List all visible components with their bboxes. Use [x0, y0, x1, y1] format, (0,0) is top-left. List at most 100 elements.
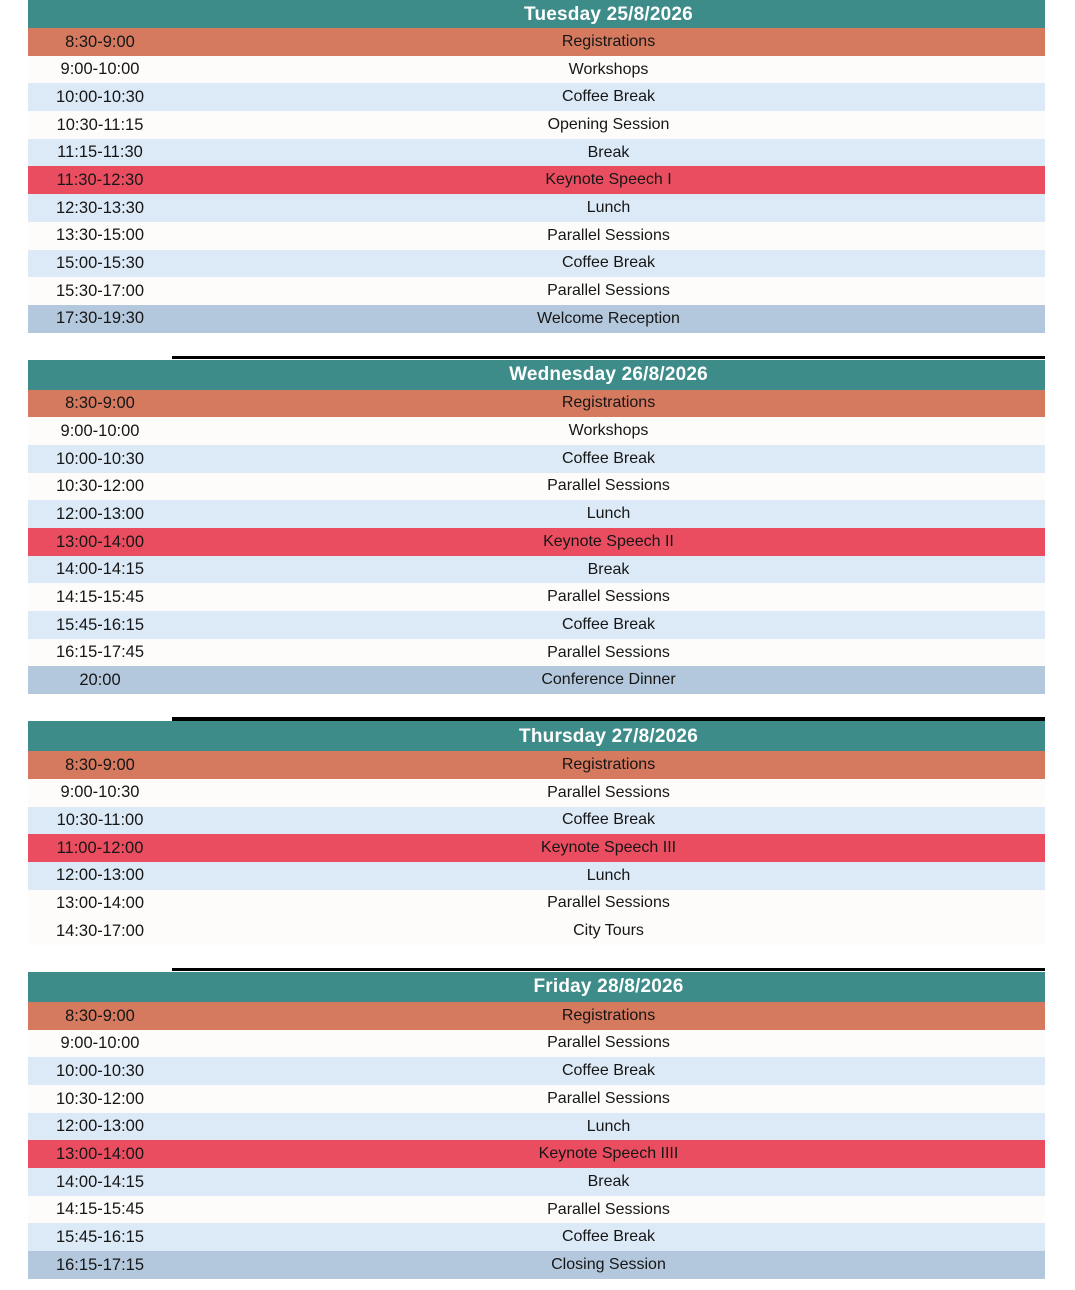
schedule-row: 13:30-15:00 Parallel Sessions [28, 221, 1045, 250]
event-cell: Workshops [568, 61, 649, 78]
schedule-row: 16:15-17:45 Parallel Sessions [28, 638, 1045, 667]
schedule-row: 10:00-10:30 Coffee Break [28, 83, 1045, 112]
time-cell: 13:00-14:00 [55, 1145, 145, 1163]
schedule-row: 10:00-10:30 Coffee Break [28, 444, 1045, 473]
time-cell: 11:15-11:30 [57, 144, 143, 161]
schedule-row: 9:00-10:00 Workshops [28, 55, 1045, 84]
schedule-row: 13:00-14:00 Keynote Speech IIII [28, 1140, 1045, 1169]
section-divider-line [172, 717, 1045, 721]
event-cell: Registrations [561, 756, 656, 773]
time-cell: 14:30-17:00 [55, 922, 145, 940]
time-cell: 10:00-10:30 [55, 450, 145, 468]
event-cell: Parallel Sessions [547, 478, 670, 495]
day-section-tuesday: Tuesday 25/8/2026 8:30-9:00 Registrations 9… [28, 0, 1045, 333]
time-cell: 15:00-15:30 [55, 255, 145, 272]
schedule-row: 20:00 Conference Dinner [28, 666, 1045, 695]
time-cell: 11:00-12:00 [56, 839, 144, 857]
schedule-row: 15:45-16:15 Coffee Break [28, 611, 1045, 639]
event-cell: Parallel Sessions [547, 1035, 670, 1052]
event-cell: Lunch [586, 506, 631, 523]
schedule-row: 9:00-10:30 Parallel Sessions [28, 778, 1045, 807]
time-cell: 14:15-15:45 [55, 1201, 145, 1218]
event-cell: Coffee Break [561, 255, 656, 272]
schedule-row: 14:15-15:45 Parallel Sessions [28, 1195, 1045, 1224]
schedule-row: 15:30-17:00 Parallel Sessions [28, 277, 1045, 305]
day-title: Tuesday 25/8/2026 [524, 3, 693, 25]
time-cell: 12:00-13:00 [55, 867, 145, 884]
time-cell: 16:15-17:45 [55, 644, 145, 661]
schedule-row: 14:00-14:15 Break [28, 1168, 1045, 1196]
day-header-time-spacer [28, 0, 172, 28]
time-cell: 13:30-15:00 [55, 227, 145, 244]
event-cell: Parallel Sessions [547, 784, 670, 801]
day-title: Thursday 27/8/2026 [519, 725, 698, 747]
section-divider-line [172, 355, 1045, 360]
day-section-thursday: Thursday 27/8/2026 8:30-9:00 Registrations… [28, 717, 1045, 945]
event-cell: Parallel Sessions [547, 1201, 670, 1218]
event-cell: Coffee Break [561, 1063, 656, 1080]
conference-schedule-table: Tuesday 25/8/2026 8:30-9:00 Registrations 9… [28, 0, 1045, 1279]
time-cell: 12:00-13:00 [55, 1118, 145, 1135]
event-cell: Parallel Sessions [547, 589, 670, 606]
event-cell: Workshops [568, 423, 649, 440]
time-cell: 9:00-10:00 [60, 1035, 140, 1052]
schedule-row: 14:00-14:15 Break [28, 555, 1045, 584]
event-cell: Welcome Reception [537, 310, 680, 327]
schedule-row: 11:15-11:30 Break [28, 138, 1045, 167]
time-cell: 13:00-14:00 [55, 895, 145, 912]
event-cell: Parallel Sessions [547, 895, 670, 912]
day-header-time-spacer [28, 721, 172, 751]
event-cell: City Tours [573, 923, 644, 940]
day-title: Wednesday 26/8/2026 [509, 364, 708, 386]
time-cell: 8:30-9:00 [65, 33, 135, 51]
event-cell: Lunch [586, 867, 631, 884]
event-cell: Coffee Break [561, 616, 656, 633]
time-cell: 10:00-10:30 [55, 1062, 145, 1080]
schedule-row: 15:45-16:15 Coffee Break [28, 1223, 1045, 1252]
time-cell: 12:30-13:30 [55, 199, 145, 217]
event-cell: Coffee Break [561, 1229, 656, 1246]
time-cell: 10:00-10:30 [55, 88, 145, 106]
event-cell: Keynote Speech I [545, 172, 672, 189]
event-cell: Coffee Break [561, 450, 656, 467]
day-header: Friday 28/8/2026 [28, 967, 1045, 1002]
day-title: Friday 28/8/2026 [533, 976, 684, 998]
schedule-row: 8:30-9:00 Registrations [28, 1001, 1045, 1030]
schedule-row: 8:30-9:00 Registrations [28, 751, 1045, 779]
day-section-friday: Friday 28/8/2026 8:30-9:00 Registrations 9:… [28, 967, 1045, 1279]
day-header: Tuesday 25/8/2026 [28, 0, 1045, 28]
time-cell: 8:30-9:00 [65, 756, 135, 774]
time-cell: 15:45-16:15 [55, 1229, 145, 1246]
section-divider-line [172, 967, 1045, 972]
schedule-row: 17:30-19:30 Welcome Reception [28, 304, 1045, 333]
schedule-row: 8:30-9:00 Registrations [28, 28, 1045, 56]
time-cell: 17:30-19:30 [55, 310, 145, 327]
event-cell: Parallel Sessions [547, 227, 670, 244]
event-cell: Keynote Speech III [540, 840, 677, 857]
time-cell: 15:45-16:15 [55, 616, 145, 634]
time-cell: 8:30-9:00 [65, 395, 135, 412]
schedule-row: 10:30-12:00 Parallel Sessions [28, 1085, 1045, 1113]
time-cell: 9:00-10:30 [60, 784, 140, 801]
event-cell: Closing Session [551, 1256, 666, 1273]
event-cell: Keynote Speech II [543, 533, 674, 550]
time-cell: 10:30-12:00 [55, 478, 145, 495]
time-cell: 9:00-10:00 [60, 61, 140, 78]
day-header: Thursday 27/8/2026 [28, 717, 1045, 752]
schedule-row: 13:00-14:00 Keynote Speech II [28, 528, 1045, 556]
schedule-row: 11:00-12:00 Keynote Speech III [28, 834, 1045, 862]
time-cell: 13:00-14:00 [55, 533, 145, 551]
schedule-row: 10:30-11:15 Opening Session [28, 111, 1045, 139]
event-cell: Coffee Break [561, 89, 656, 106]
time-cell: 11:30-12:30 [56, 172, 144, 189]
schedule-row: 12:00-13:00 Lunch [28, 1112, 1045, 1141]
time-cell: 15:30-17:00 [55, 282, 145, 300]
day-header: Wednesday 26/8/2026 [28, 355, 1045, 390]
schedule-row: 12:30-13:30 Lunch [28, 194, 1045, 222]
event-cell: Registrations [561, 1007, 656, 1024]
time-cell: 9:00-10:00 [60, 422, 140, 440]
time-cell: 10:30-12:00 [55, 1090, 145, 1108]
schedule-row: 16:15-17:15 Closing Session [28, 1251, 1045, 1279]
event-cell: Break [587, 144, 630, 161]
